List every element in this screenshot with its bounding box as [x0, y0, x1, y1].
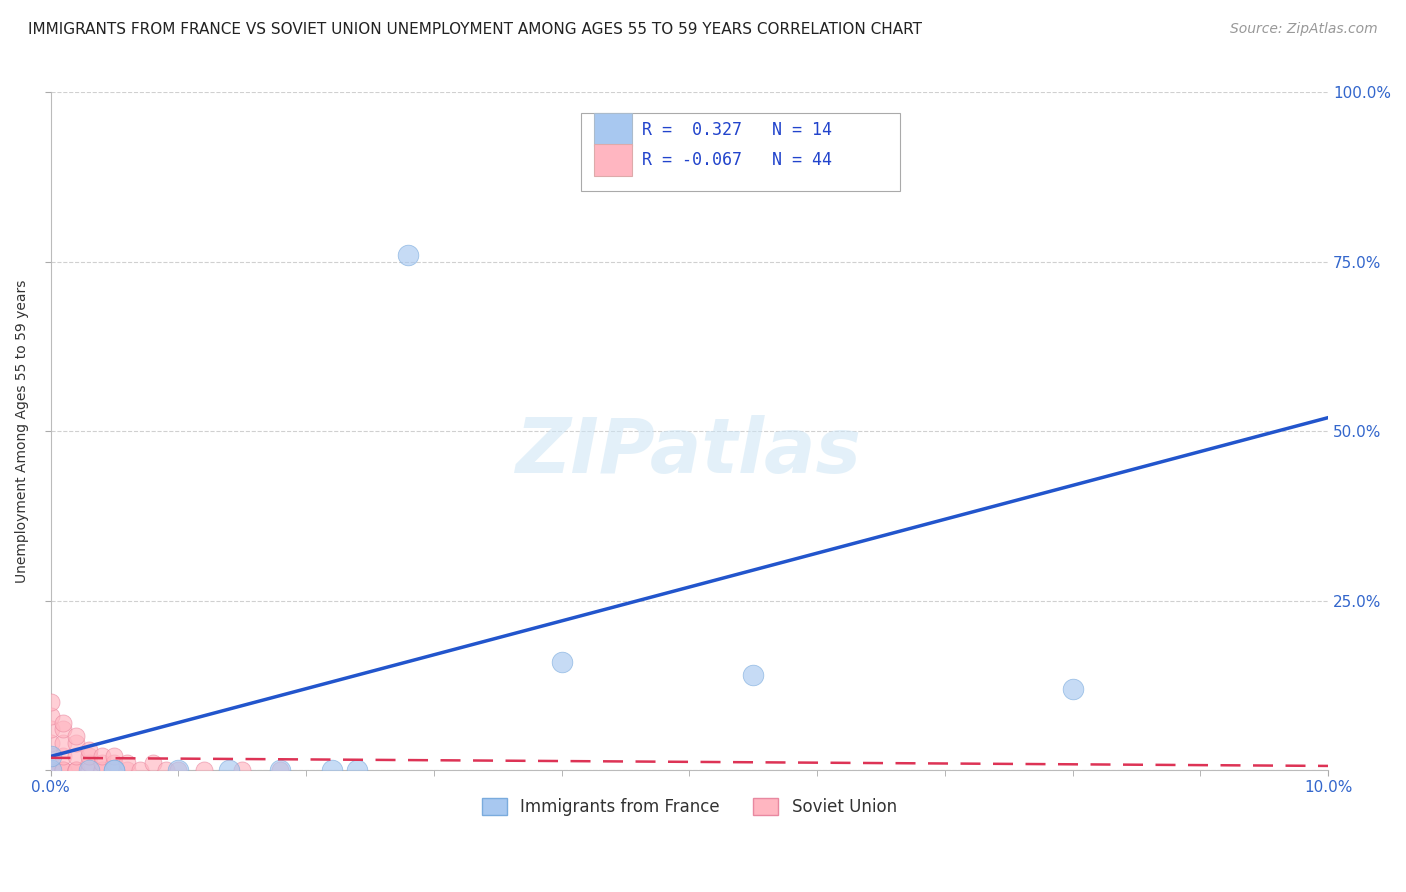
Point [39, 763, 62, 777]
Point [39, 749, 62, 764]
Point [39, 708, 62, 723]
Text: R = -0.067   N = 44: R = -0.067 N = 44 [643, 151, 832, 169]
Point [65, 749, 87, 764]
Point [52, 763, 75, 777]
Point [65, 729, 87, 743]
Point [52, 736, 75, 750]
Text: ZIPatlas: ZIPatlas [516, 415, 862, 489]
Point [39, 763, 62, 777]
Point [90, 763, 112, 777]
Text: R =  0.327   N = 14: R = 0.327 N = 14 [643, 120, 832, 138]
Point [103, 763, 125, 777]
Point [231, 763, 253, 777]
Point [167, 763, 190, 777]
Point [1062, 681, 1084, 696]
Point [39, 763, 62, 777]
Point [142, 756, 165, 771]
Point [103, 763, 125, 777]
Point [115, 763, 138, 777]
FancyBboxPatch shape [593, 144, 631, 177]
Point [77, 742, 100, 756]
Text: Source: ZipAtlas.com: Source: ZipAtlas.com [1230, 22, 1378, 37]
Point [77, 756, 100, 771]
Point [39, 763, 62, 777]
Point [65, 763, 87, 777]
Point [218, 763, 240, 777]
Legend: Immigrants from France, Soviet Union: Immigrants from France, Soviet Union [475, 791, 904, 822]
Point [90, 749, 112, 764]
Point [52, 723, 75, 737]
Point [52, 715, 75, 730]
Point [65, 763, 87, 777]
Point [90, 763, 112, 777]
Point [103, 763, 125, 777]
Point [39, 695, 62, 709]
Point [193, 763, 215, 777]
Point [396, 248, 419, 262]
Point [39, 763, 62, 777]
Point [52, 749, 75, 764]
Point [52, 763, 75, 777]
Point [65, 763, 87, 777]
Point [39, 749, 62, 764]
Text: IMMIGRANTS FROM FRANCE VS SOVIET UNION UNEMPLOYMENT AMONG AGES 55 TO 59 YEARS CO: IMMIGRANTS FROM FRANCE VS SOVIET UNION U… [28, 22, 922, 37]
Point [52, 763, 75, 777]
Point [550, 655, 572, 669]
Point [77, 763, 100, 777]
Point [129, 763, 152, 777]
Point [90, 756, 112, 771]
Point [77, 763, 100, 777]
Point [270, 763, 292, 777]
Point [270, 763, 292, 777]
Point [115, 756, 138, 771]
Point [103, 756, 125, 771]
Point [155, 763, 177, 777]
Point [39, 723, 62, 737]
Point [65, 736, 87, 750]
Point [39, 736, 62, 750]
Point [321, 763, 343, 777]
Point [167, 763, 190, 777]
FancyBboxPatch shape [581, 112, 900, 191]
Y-axis label: Unemployment Among Ages 55 to 59 years: Unemployment Among Ages 55 to 59 years [15, 279, 30, 582]
Point [77, 749, 100, 764]
Point [346, 763, 368, 777]
Point [39, 763, 62, 777]
FancyBboxPatch shape [593, 113, 631, 146]
Point [742, 668, 765, 682]
Point [77, 763, 100, 777]
Point [103, 749, 125, 764]
